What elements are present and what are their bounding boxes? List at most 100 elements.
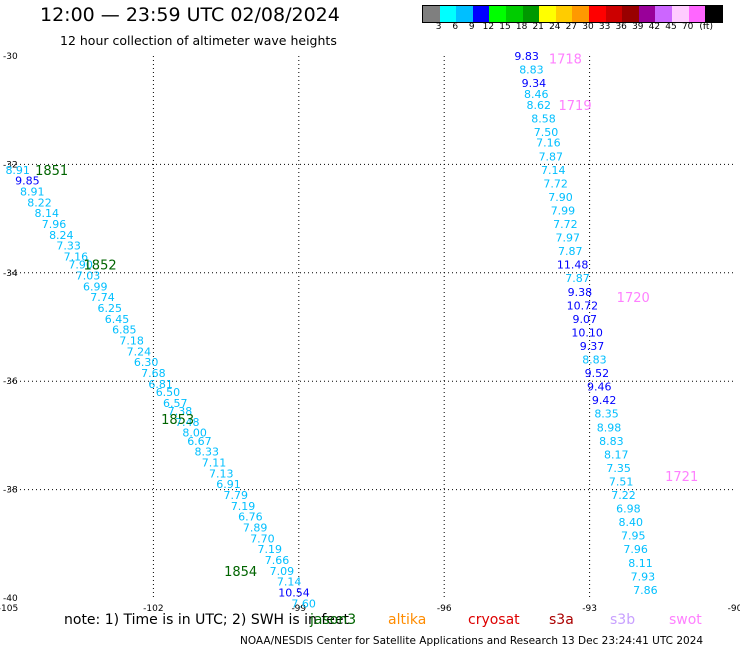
wave-height-label: 7.97	[556, 232, 581, 245]
colorbar-label: 45	[665, 22, 677, 32]
colorbar-swatch	[655, 6, 672, 22]
colorbar-swatch	[688, 6, 706, 22]
lat-tick-label: -30	[3, 52, 18, 62]
wave-height-label: 6.91	[216, 478, 241, 491]
colorbar-swatch	[605, 6, 623, 22]
lat-tick-label: -32	[3, 160, 18, 170]
colorbar-label: 6	[452, 22, 459, 32]
wave-height-label: 8.58	[531, 112, 556, 125]
wave-height-label: 7.22	[611, 489, 636, 502]
wave-height-label: 8.22	[27, 196, 52, 209]
colorbar-label: 33	[598, 22, 611, 32]
track-time-label: 1852	[84, 259, 117, 274]
wave-height-label: 7.38	[168, 405, 193, 418]
wave-height-label: 10.10	[571, 326, 603, 339]
wave-height-label: 8.98	[597, 421, 622, 434]
wave-height-label: 9.34	[522, 77, 547, 90]
wave-height-label: 7.19	[257, 543, 282, 556]
note-text: note: 1) Time is in UTC; 2) SWH is in fe…	[64, 612, 350, 628]
wave-height-label: 7.18	[119, 335, 144, 348]
track-time-label: 1718	[549, 53, 582, 68]
wave-height-label: 8.00	[182, 427, 207, 440]
wave-height-label: 9.52	[585, 367, 610, 380]
wave-height-label: 7.95	[621, 530, 646, 543]
satellite-legend-swot: swot	[669, 612, 702, 628]
lon-tick-label: -99	[291, 604, 306, 614]
lat-tick-label: -40	[3, 594, 18, 604]
wave-height-label: 6.67	[187, 435, 212, 448]
wave-height-label: 7.66	[265, 554, 290, 567]
wave-height-label: 7.16	[536, 137, 561, 150]
wave-height-label: 6.98	[616, 503, 641, 516]
wave-height-label: 7.11	[202, 457, 227, 470]
page-subtitle: 12 hour collection of altimeter wave hei…	[60, 33, 337, 48]
wave-height-label: 9.38	[568, 286, 593, 299]
wave-height-label: 8.40	[619, 516, 644, 529]
wave-height-label: 6.76	[238, 511, 263, 524]
colorbar-label: 42	[648, 22, 661, 32]
colorbar	[422, 5, 723, 23]
wave-height-label: 7.51	[609, 475, 634, 488]
wave-height-label: 7.72	[543, 177, 568, 190]
colorbar-swatch	[622, 6, 639, 22]
wave-height-label: 7.03	[76, 270, 101, 283]
wave-height-label: 9.85	[15, 175, 40, 188]
wave-height-label: 10.54	[278, 587, 310, 600]
wave-height-label: 7.16	[64, 251, 89, 264]
wave-height-label: 7.90	[548, 191, 573, 204]
wave-height-label: 7.87	[539, 150, 564, 163]
colorbar-label: 70	[681, 22, 694, 32]
wave-height-label: 7.96	[623, 543, 648, 556]
wave-height-label: 9.37	[580, 340, 605, 353]
wave-height-label: 6.85	[112, 324, 137, 337]
wave-height-label: 8.33	[194, 446, 219, 459]
colorbar-label: 9	[468, 22, 475, 32]
colorbar-label: 27	[565, 22, 578, 32]
wave-height-label: 7.96	[42, 218, 67, 231]
colorbar-swatch	[522, 6, 540, 22]
wave-height-label: 7.79	[224, 489, 249, 502]
lat-tick-label: -34	[3, 269, 18, 279]
wave-height-label: 7.33	[56, 240, 81, 253]
wave-height-label: 7.35	[606, 462, 631, 475]
wave-height-label: 7.24	[127, 345, 152, 358]
footer-credit: NOAA/NESDIS Center for Satellite Applica…	[240, 635, 704, 647]
wave-height-label: 7.09	[270, 565, 295, 578]
colorbar-swatch	[456, 6, 473, 22]
wave-height-label: 8.17	[604, 448, 629, 461]
wave-height-label: 6.81	[148, 378, 173, 391]
page-title: 12:00 — 23:59 UTC 02/08/2024	[40, 4, 340, 26]
colorbar-swatch	[705, 6, 722, 22]
track-time-label: 1720	[617, 291, 650, 306]
lat-tick-label: -36	[3, 377, 18, 387]
wave-height-label: 8.91	[5, 164, 30, 177]
satellite-legend-s3b: s3b	[610, 612, 636, 628]
colorbar-label: 30	[582, 22, 594, 32]
lon-tick-label: -105	[0, 604, 18, 614]
colorbar-swatch	[539, 6, 556, 22]
colorbar-label: 36	[615, 22, 627, 32]
track-time-label: 1853	[161, 413, 194, 428]
wave-height-label: 7.68	[141, 367, 166, 380]
wave-height-label: 7.86	[633, 584, 658, 597]
wave-height-label: 7.99	[551, 204, 576, 217]
colorbar-swatch	[638, 6, 656, 22]
wave-height-label: 7.87	[565, 272, 590, 285]
wave-height-label: 8.83	[519, 64, 544, 77]
wave-height-label: 7.48	[175, 416, 200, 429]
wave-height-label: 11.48	[557, 259, 589, 272]
track-time-label: 1719	[559, 99, 592, 114]
wave-height-label: 7.13	[209, 467, 234, 480]
colorbar-label: 18	[515, 22, 528, 32]
wave-height-label: 7.19	[231, 500, 256, 513]
lon-tick-label: -90	[728, 604, 740, 614]
wave-height-label: 7.60	[291, 597, 316, 610]
wave-height-label: 8.83	[599, 435, 624, 448]
colorbar-swatch	[572, 6, 589, 22]
wave-height-label: 9.83	[514, 50, 539, 63]
wave-height-label: 8.11	[628, 557, 653, 570]
colorbar-swatch	[671, 6, 689, 22]
wave-height-label: 10.72	[567, 299, 599, 312]
satellite-legend-cryosat: cryosat	[468, 612, 520, 628]
wave-height-label: 8.46	[524, 88, 549, 101]
